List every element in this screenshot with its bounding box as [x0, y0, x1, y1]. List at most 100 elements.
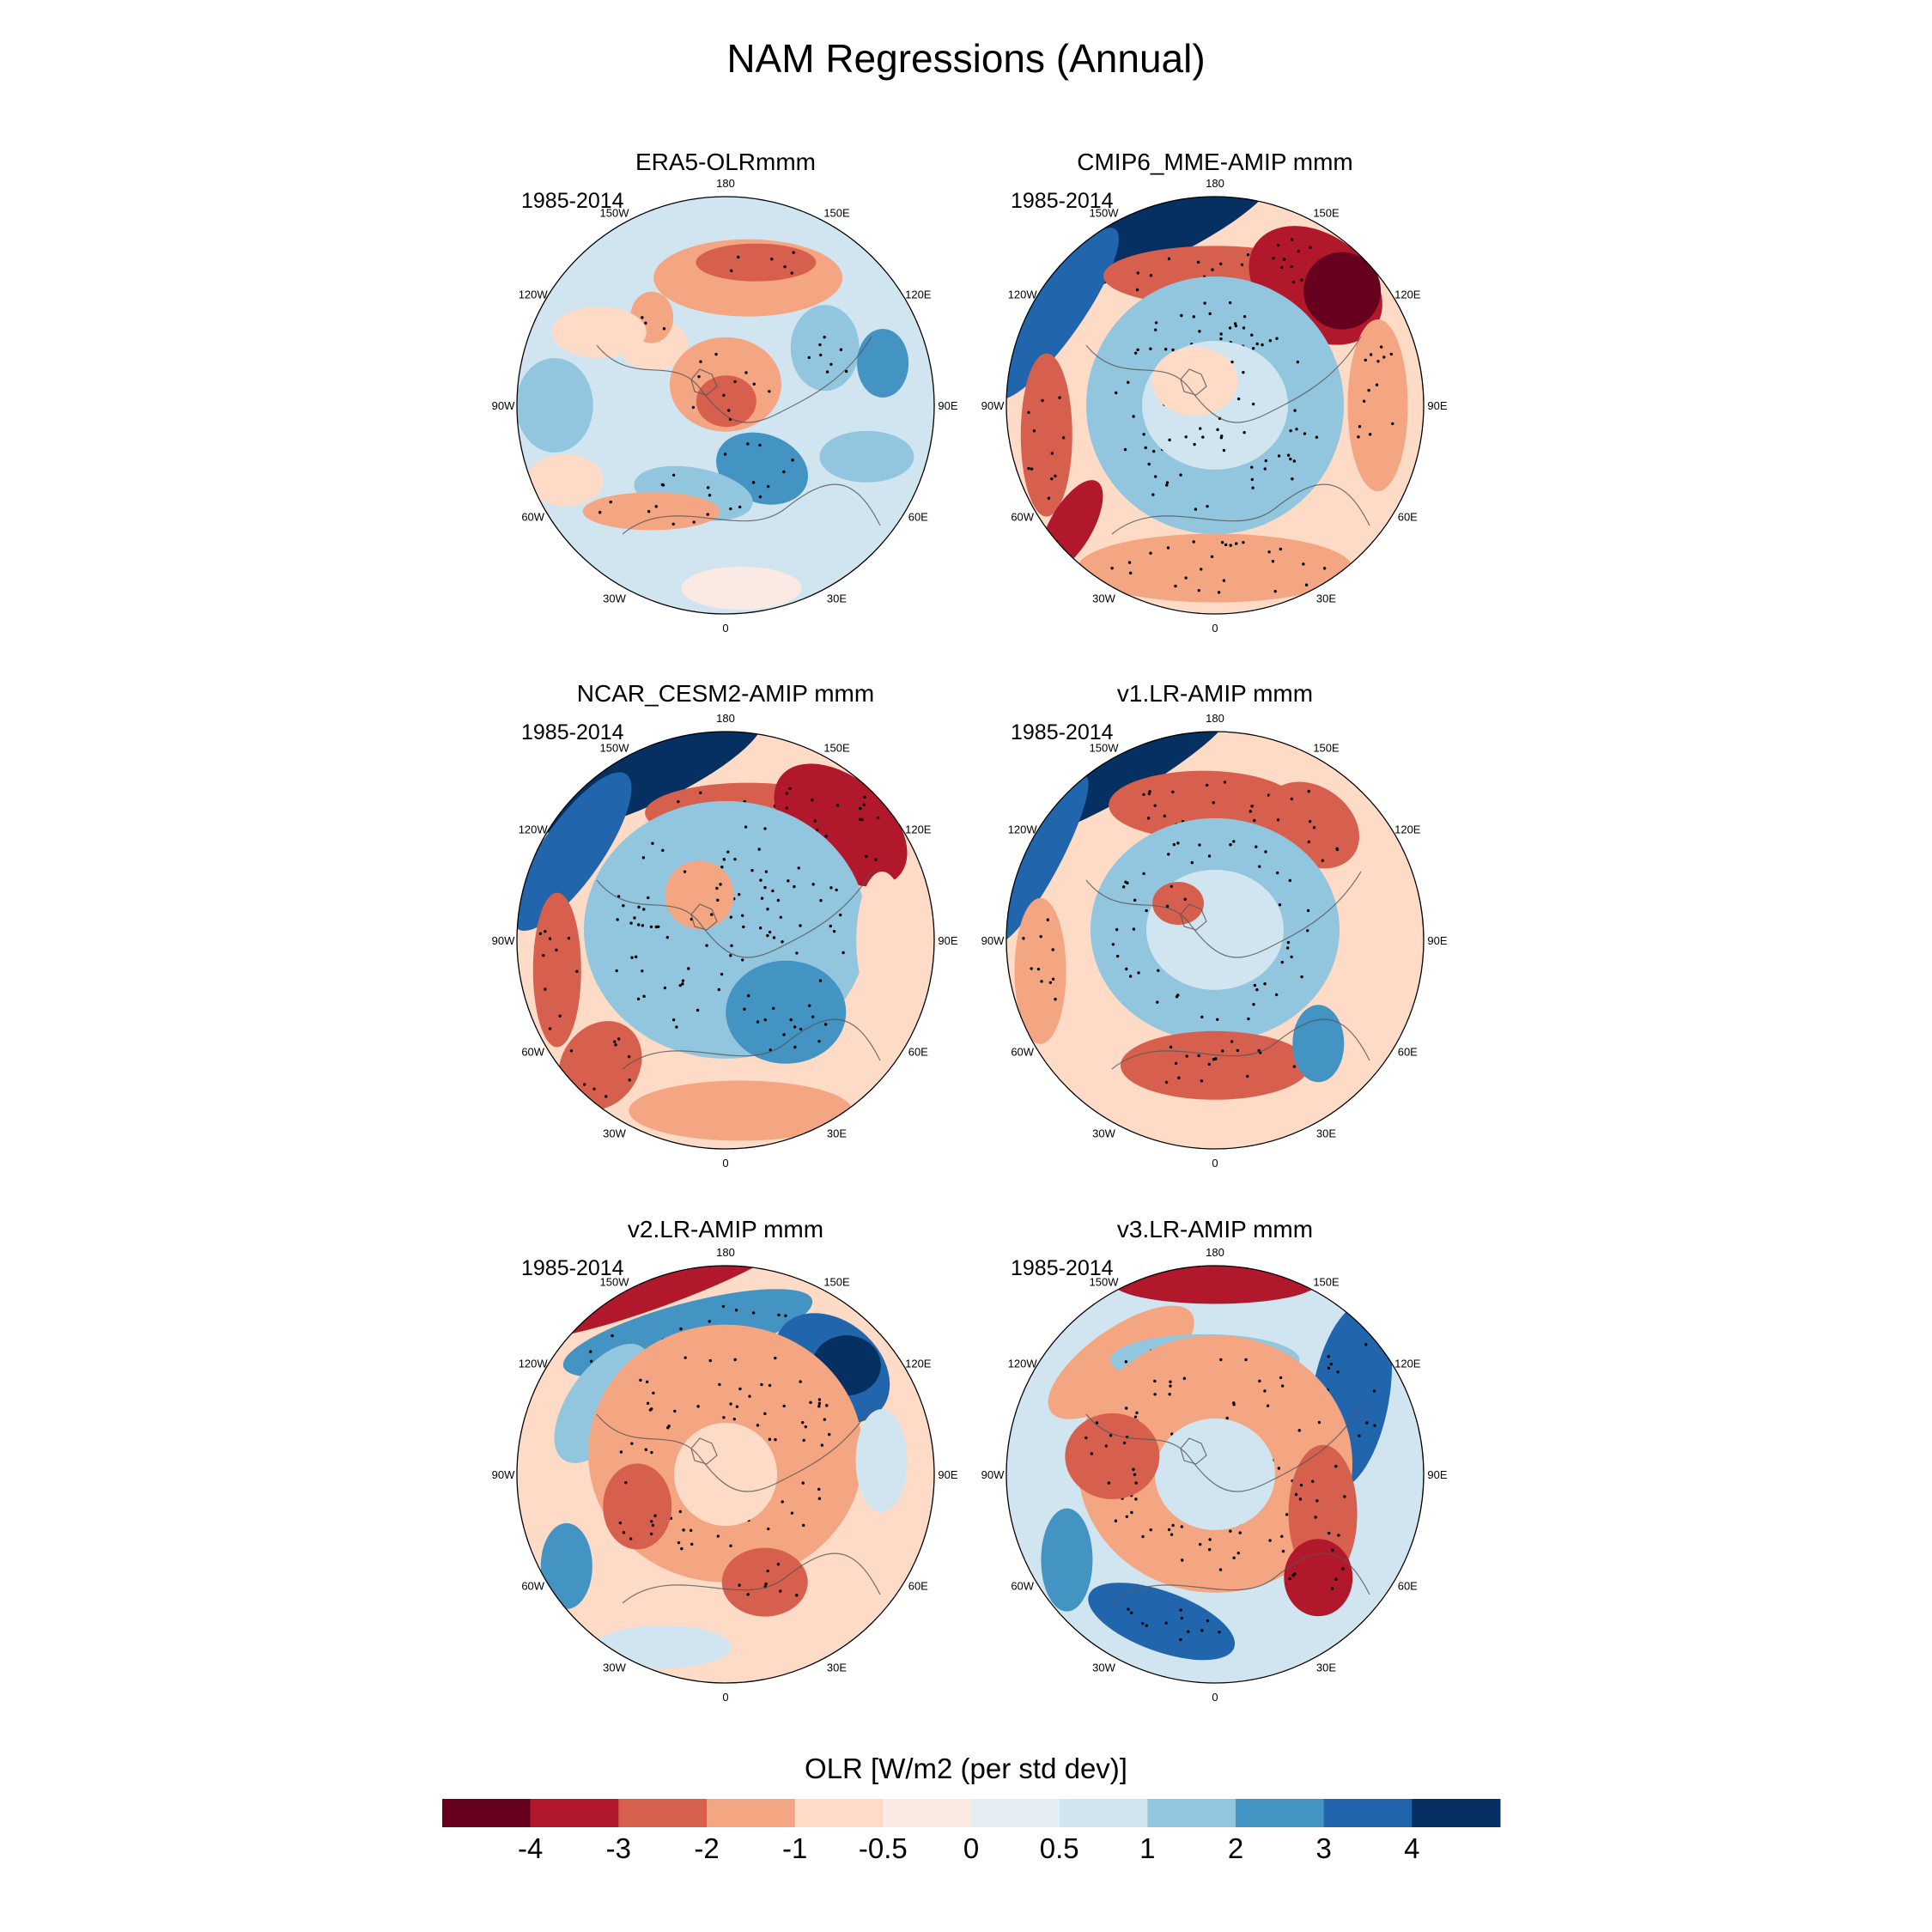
significance-stipple — [1144, 446, 1147, 450]
significance-stipple — [1228, 326, 1232, 330]
significance-stipple — [618, 1521, 623, 1525]
significance-stipple — [818, 343, 822, 347]
significance-stipple — [820, 1443, 824, 1447]
significance-stipple — [717, 987, 721, 992]
significance-stipple — [1391, 422, 1394, 426]
longitude-label: 120W — [1008, 289, 1038, 301]
significance-stipple — [1236, 1048, 1240, 1053]
significance-stipple — [1193, 442, 1196, 447]
significance-stipple — [793, 1025, 797, 1029]
significance-stipple — [671, 473, 676, 477]
significance-stipple — [1220, 434, 1224, 438]
significance-stipple — [629, 921, 633, 925]
colorbar-swatch — [971, 1799, 1060, 1827]
significance-stipple — [1121, 885, 1126, 889]
anomaly-region — [1112, 1266, 1318, 1304]
significance-stipple — [1206, 504, 1209, 508]
significance-stipple — [746, 993, 750, 998]
significance-stipple — [1230, 360, 1234, 364]
significance-stipple — [767, 1527, 770, 1531]
significance-stipple — [1336, 1370, 1340, 1374]
significance-stipple — [774, 1356, 777, 1360]
significance-stipple — [677, 799, 680, 804]
significance-stipple — [1236, 397, 1241, 401]
significance-stipple — [1166, 546, 1170, 550]
significance-stipple — [681, 982, 684, 986]
significance-stipple — [819, 353, 823, 357]
colorbar-tick-label: 2 — [1228, 1832, 1243, 1864]
significance-stipple — [1128, 975, 1133, 978]
longitude-label: 60W — [1011, 511, 1034, 524]
longitude-label: 90W — [492, 399, 515, 412]
longitude-label: 150W — [1090, 742, 1120, 755]
significance-stipple — [1142, 433, 1145, 436]
significance-stipple — [764, 1583, 768, 1586]
significance-stipple — [1292, 1065, 1297, 1068]
significance-stipple — [1136, 348, 1139, 352]
significance-stipple — [642, 908, 646, 911]
significance-stipple — [1251, 347, 1255, 350]
significance-stipple — [1199, 427, 1202, 430]
longitude-label: 90E — [938, 934, 957, 947]
significance-stipple — [746, 1593, 750, 1596]
significance-stipple — [1264, 850, 1267, 854]
significance-stipple — [1058, 396, 1061, 399]
significance-stipple — [1032, 429, 1036, 433]
significance-stipple — [1198, 330, 1201, 333]
significance-stipple — [1192, 315, 1195, 319]
significance-stipple — [1133, 1473, 1137, 1476]
significance-stipple — [1242, 540, 1245, 544]
significance-stipple — [783, 264, 787, 269]
significance-stipple — [1219, 337, 1223, 341]
longitude-label: 30E — [1316, 592, 1336, 605]
significance-stipple — [774, 1437, 777, 1442]
significance-stipple — [1367, 388, 1370, 392]
significance-stipple — [743, 1007, 746, 1011]
significance-stipple — [801, 1420, 805, 1425]
significance-stipple — [1329, 1362, 1334, 1366]
significance-stipple — [1036, 967, 1041, 971]
longitude-label: 30W — [1092, 1661, 1115, 1674]
significance-stipple — [582, 1083, 586, 1086]
significance-stipple — [1240, 263, 1244, 266]
colorbar-tick-label: -0.5 — [859, 1832, 908, 1864]
colorbar-tick-label: -3 — [606, 1832, 631, 1864]
anomaly-region — [1152, 882, 1205, 926]
significance-stipple — [1290, 238, 1294, 241]
significance-stipple — [1307, 789, 1310, 793]
significance-stipple — [1238, 1531, 1242, 1534]
significance-stipple — [1169, 1384, 1172, 1388]
longitude-label: 90W — [981, 934, 1005, 947]
significance-stipple — [1197, 588, 1200, 592]
longitude-label: 150W — [600, 742, 630, 755]
longitude-label: 120W — [519, 289, 549, 301]
significance-stipple — [651, 1523, 655, 1528]
significance-stipple — [823, 1023, 828, 1026]
significance-stipple — [681, 979, 685, 982]
significance-stipple — [630, 956, 634, 959]
significance-stipple — [1263, 467, 1267, 471]
anomaly-region — [551, 306, 647, 358]
significance-stipple — [767, 484, 770, 489]
significance-stipple — [874, 858, 878, 861]
significance-stipple — [1182, 1376, 1187, 1381]
significance-stipple — [639, 1378, 642, 1382]
significance-stipple — [817, 1401, 822, 1406]
anomaly-region — [665, 860, 734, 930]
longitude-label: 150W — [600, 1276, 630, 1289]
significance-stipple — [1179, 473, 1182, 477]
anomaly-region — [603, 1463, 672, 1550]
significance-stipple — [1051, 948, 1054, 951]
colorbar-tick-label: -1 — [782, 1832, 807, 1864]
significance-stipple — [1164, 1621, 1168, 1625]
significance-stipple — [1299, 1483, 1303, 1487]
coastlines — [1085, 336, 1370, 535]
significance-stipple — [1249, 810, 1252, 813]
longitude-label: 30W — [603, 1127, 626, 1139]
significance-stipple — [1321, 859, 1325, 862]
significance-stipple — [1205, 783, 1209, 787]
significance-stipple — [1277, 1467, 1281, 1470]
significance-stipple — [1124, 880, 1127, 884]
significance-stipple — [758, 443, 762, 447]
